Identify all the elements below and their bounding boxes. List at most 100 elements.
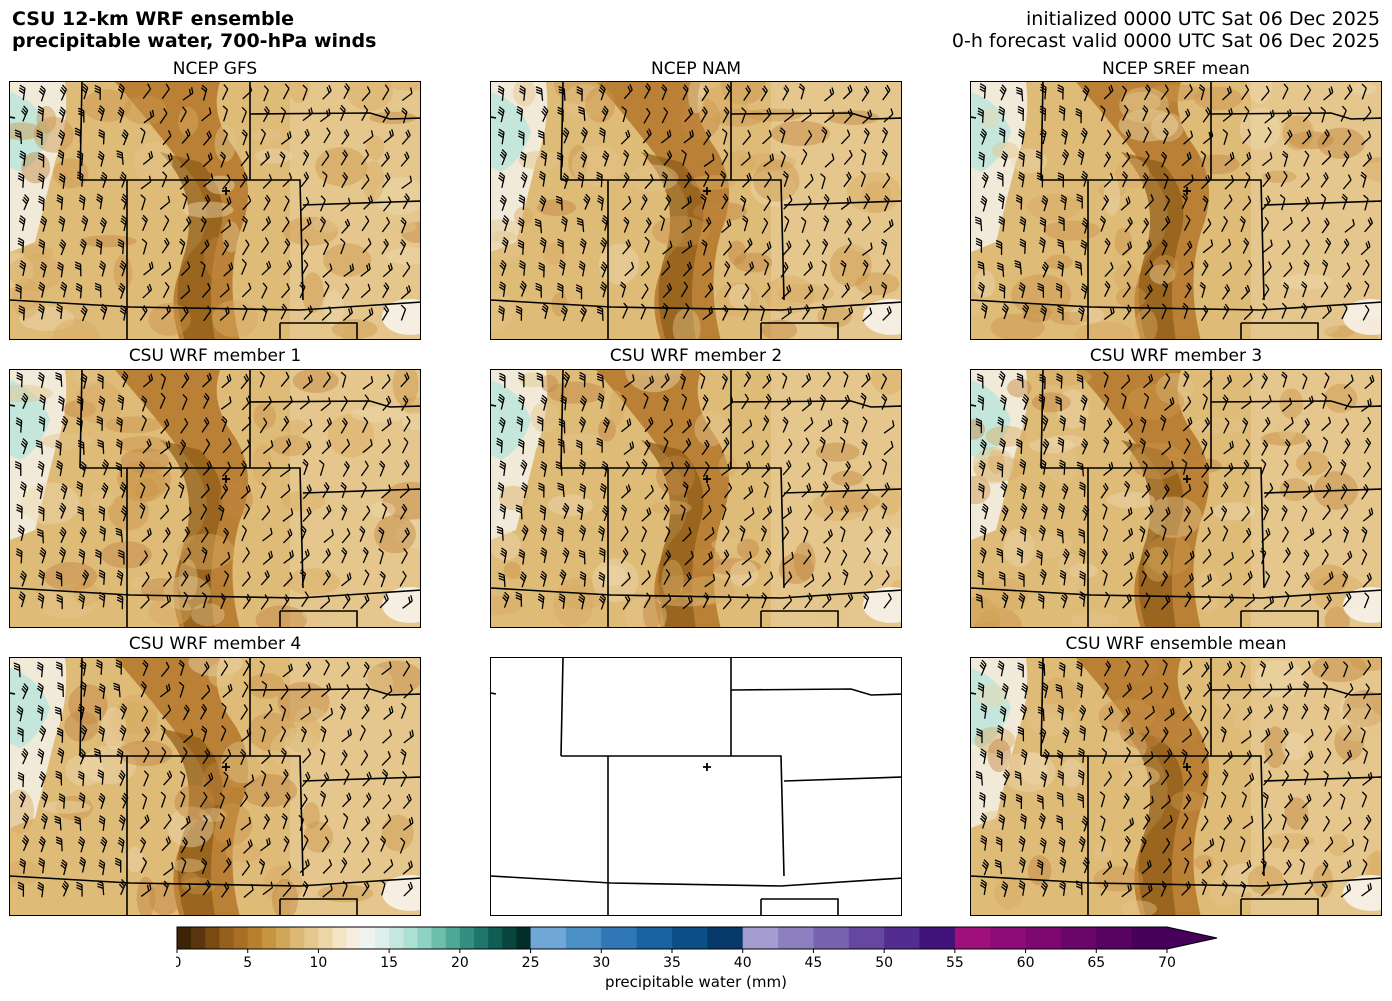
pw-contour-patch	[1119, 707, 1167, 750]
wind-barb	[178, 659, 185, 676]
wind-barb	[259, 128, 266, 145]
wind-barb	[219, 792, 225, 809]
pw-contour-patch	[811, 490, 870, 522]
wind-barb	[400, 702, 407, 719]
wind-barb	[381, 503, 388, 520]
wind-barb	[56, 194, 64, 210]
wind-barb	[1302, 239, 1310, 256]
wind-barb	[623, 441, 635, 455]
wind-barb	[1036, 172, 1044, 188]
wind-barb	[20, 105, 29, 122]
pw-field-east	[771, 370, 901, 627]
wind-barb	[222, 438, 232, 454]
wind-barb	[739, 525, 746, 542]
wind-barb	[1220, 791, 1227, 808]
wind-barb	[1161, 215, 1171, 232]
wind-barb	[54, 706, 63, 722]
wind-barb	[539, 195, 547, 212]
wind-barb	[37, 592, 45, 609]
wind-barb	[844, 592, 854, 608]
wind-barb	[1281, 770, 1290, 787]
wind-barb	[821, 572, 832, 588]
wind-barb	[1121, 129, 1132, 145]
wind-barb	[341, 684, 351, 700]
wind-barb	[679, 373, 687, 390]
map-panel-reference-blank	[490, 657, 902, 916]
wind-barbs	[974, 83, 1374, 322]
wind-barb	[600, 237, 608, 254]
wind-barb	[221, 838, 232, 853]
wind-barb	[1103, 705, 1114, 721]
state-boundary	[10, 875, 420, 887]
wind-barb	[579, 371, 586, 388]
wind-barb	[180, 815, 191, 831]
wind-barb	[1078, 548, 1086, 564]
wind-barb	[1222, 303, 1230, 320]
wind-barb	[1340, 105, 1347, 122]
wind-barb	[578, 524, 587, 541]
wind-barb	[1140, 726, 1150, 742]
wind-barb	[1322, 815, 1331, 832]
wind-barb	[861, 242, 873, 256]
wind-barb	[140, 482, 146, 499]
wind-barb	[17, 881, 25, 897]
wind-barb	[1320, 880, 1328, 897]
wind-barb	[1202, 393, 1208, 410]
wind-barb	[496, 437, 503, 454]
pw-contour-patch	[1324, 606, 1350, 627]
wind-barb	[1057, 437, 1065, 453]
wind-barb	[840, 196, 852, 210]
wind-barb	[15, 417, 23, 433]
pw-contour-patch	[88, 490, 116, 509]
wind-barb	[361, 416, 369, 434]
wind-barb	[1184, 282, 1192, 299]
wind-barb	[76, 150, 84, 167]
wind-barb	[1059, 856, 1067, 873]
wind-barb	[240, 373, 250, 390]
wind-barb	[1303, 728, 1314, 744]
wind-barb	[143, 261, 154, 276]
wind-barb	[38, 857, 45, 874]
wind-barb	[1020, 503, 1028, 520]
wind-barb	[1362, 772, 1373, 786]
colorbar-swatch	[177, 927, 192, 949]
colorbar-tick-label: 25	[522, 955, 540, 968]
wind-barb	[1243, 481, 1250, 498]
wind-barb	[999, 524, 1007, 542]
wind-barb	[100, 303, 108, 320]
wind-barb	[841, 282, 851, 298]
wind-barb	[622, 302, 629, 319]
wind-barb	[162, 152, 173, 168]
wind-barbs	[14, 83, 413, 322]
wind-barb	[884, 526, 892, 543]
wind-barb	[1303, 527, 1315, 542]
colorbar-swatch	[318, 927, 334, 949]
pw-contour-patch	[1143, 546, 1171, 582]
pw-contour-patch	[815, 442, 860, 462]
wind-barb	[722, 106, 730, 123]
wind-barb	[497, 482, 505, 498]
wind-barb	[160, 418, 170, 434]
wind-barb	[1283, 591, 1290, 608]
wind-barb	[341, 438, 351, 454]
wind-barb	[1324, 836, 1334, 852]
wind-barb	[1057, 502, 1066, 519]
wind-barb	[1201, 573, 1212, 588]
wind-barb	[601, 214, 609, 231]
wind-barb	[342, 812, 349, 830]
wind-barb	[976, 373, 984, 389]
pw-contour-patch	[599, 565, 627, 587]
wind-barb	[1262, 504, 1270, 521]
wind-barb	[1124, 217, 1133, 233]
wind-barb	[979, 439, 987, 456]
wind-barb	[1123, 260, 1132, 277]
wind-barb	[555, 461, 563, 476]
wind-barb	[839, 526, 846, 543]
pw-contour-patch	[608, 390, 625, 426]
pw-dry-spine	[115, 370, 248, 627]
wind-barb	[300, 726, 307, 743]
wind-barb	[1263, 836, 1273, 852]
wind-barb	[1077, 769, 1085, 786]
wind-barb	[1361, 484, 1369, 500]
wind-barb	[1059, 569, 1067, 586]
